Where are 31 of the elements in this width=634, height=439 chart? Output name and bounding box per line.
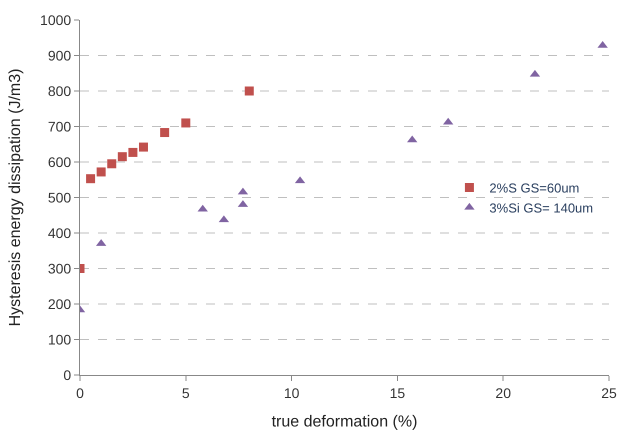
legend-label: 3%Si GS= 140um (489, 200, 594, 216)
point (407, 135, 418, 142)
point (107, 159, 116, 168)
y-tick-label: 300 (48, 260, 72, 276)
y-tick-label: 600 (48, 154, 72, 170)
y-tick-label: 200 (48, 296, 72, 312)
x-tick-label: 20 (495, 384, 512, 401)
point (96, 167, 106, 176)
x-tick-label: 15 (390, 384, 406, 401)
x-tick-label: 10 (284, 384, 300, 401)
y-tick-label: 800 (48, 82, 72, 99)
point (86, 174, 96, 184)
point (128, 148, 138, 157)
x-axis-title: true deformation (%) (272, 414, 418, 430)
y-tick-label: 100 (48, 331, 72, 348)
y-tick-label: 0 (63, 366, 72, 383)
y-tick-label: 700 (48, 118, 72, 134)
x-tick-label: 5 (182, 384, 190, 401)
y-tick-label: 900 (48, 47, 72, 64)
x-tick-label: 25 (601, 384, 617, 401)
point (181, 118, 190, 128)
point (138, 142, 148, 152)
y-tick-label: 500 (48, 189, 72, 206)
point (244, 86, 254, 96)
y-tick-label: 400 (48, 224, 72, 241)
y-tick-label: 1000 (40, 12, 72, 28)
legend-label: 2%S GS=60um (489, 180, 580, 196)
y-axis-title: Hysteresis energy dissipation (J/m3) (6, 68, 24, 326)
point (118, 152, 127, 162)
x-tick-label: 0 (76, 384, 84, 401)
point (160, 128, 170, 138)
